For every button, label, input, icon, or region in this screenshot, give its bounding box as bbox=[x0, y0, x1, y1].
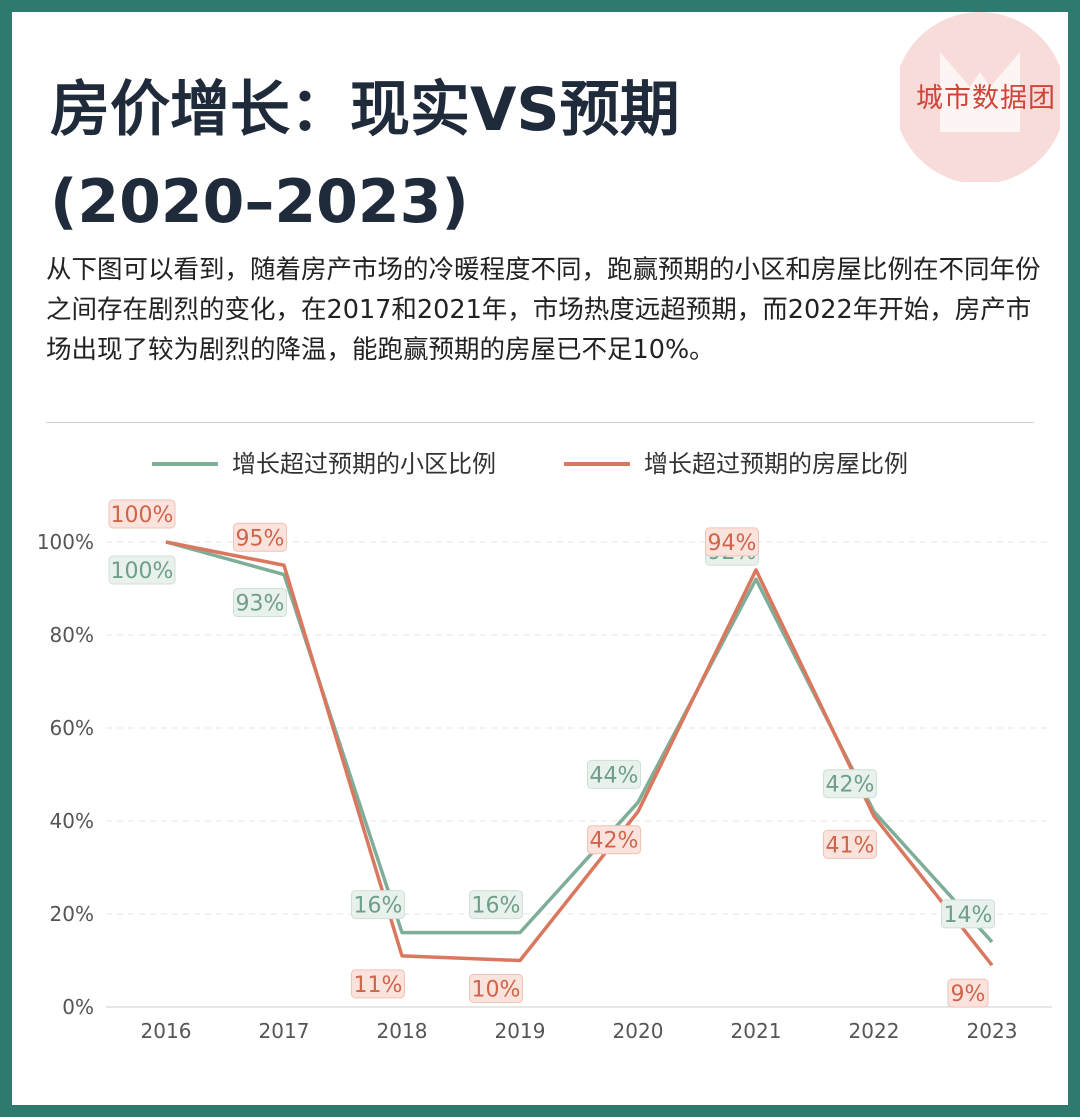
data-label-text: 100% bbox=[111, 559, 174, 584]
x-tick-label: 2023 bbox=[967, 1019, 1018, 1043]
data-label-text: 95% bbox=[236, 526, 285, 551]
y-tick-label: 80% bbox=[50, 623, 94, 647]
data-label-bg bbox=[947, 978, 989, 1008]
data-label: 41% bbox=[823, 829, 877, 859]
data-label-text: 42% bbox=[590, 829, 639, 854]
line-chart: 增长超过预期的小区比例 增长超过预期的房屋比例 0% 20% 40% 60% 80% 100… bbox=[37, 450, 1052, 1043]
data-label: 14% bbox=[941, 899, 995, 929]
x-tick-label: 2016 bbox=[141, 1019, 192, 1043]
data-label-text: 10% bbox=[472, 978, 521, 1003]
title-line-1: 房价增长：现实VS预期 bbox=[50, 75, 680, 145]
data-label-bg bbox=[351, 969, 405, 999]
title-line-2: (2020–2023) bbox=[50, 167, 469, 237]
data-label-text: 11% bbox=[354, 973, 403, 998]
data-labels: 100%93%16%16%44%92%42%14%100%95%11%10%42… bbox=[108, 499, 995, 1008]
series-line-1 bbox=[165, 540, 994, 944]
data-label-text: 16% bbox=[472, 894, 521, 919]
page-title: 房价增长：现实VS预期 (2020–2023) bbox=[50, 64, 910, 248]
data-label: 44% bbox=[587, 759, 641, 789]
data-label: 9% bbox=[947, 978, 989, 1008]
data-label-bg bbox=[108, 555, 176, 585]
brand-logo-icon bbox=[900, 12, 1060, 182]
x-tick-label: 2021 bbox=[731, 1019, 782, 1043]
data-label-text: 9% bbox=[951, 982, 986, 1007]
data-label: 10% bbox=[469, 974, 523, 1003]
x-tick-label: 2022 bbox=[849, 1019, 900, 1043]
x-axis: 2016 2017 2018 2019 2020 2021 2022 2023 bbox=[141, 1019, 1018, 1043]
data-label-text: 93% bbox=[236, 592, 285, 617]
data-label-bg bbox=[233, 588, 287, 618]
data-label-text: 42% bbox=[826, 773, 875, 798]
data-label-bg bbox=[469, 890, 523, 920]
data-label-text: 44% bbox=[590, 763, 639, 788]
data-label-bg bbox=[587, 825, 641, 855]
data-label-bg bbox=[587, 759, 641, 789]
legend-label: 增长超过预期的房屋比例 bbox=[644, 450, 908, 478]
x-tick-label: 2017 bbox=[259, 1019, 310, 1043]
y-axis: 0% 20% 40% 60% 80% 100% bbox=[37, 530, 94, 1019]
series-line-2 bbox=[165, 540, 994, 967]
data-label-bg bbox=[108, 499, 176, 529]
data-label: 100% bbox=[108, 499, 176, 529]
data-label-bg bbox=[351, 890, 405, 920]
y-tick-label: 0% bbox=[62, 995, 94, 1019]
y-tick-label: 60% bbox=[50, 716, 94, 740]
y-tick-label: 20% bbox=[50, 902, 94, 926]
y-tick-label: 100% bbox=[37, 530, 94, 554]
legend: 增长超过预期的小区比例 增长超过预期的房屋比例 bbox=[152, 450, 908, 478]
legend-label: 增长超过预期的小区比例 bbox=[232, 450, 496, 478]
x-tick-label: 2020 bbox=[613, 1019, 664, 1043]
data-label: 16% bbox=[469, 890, 523, 920]
data-label-text: 94% bbox=[708, 531, 757, 556]
x-tick-label: 2018 bbox=[377, 1019, 428, 1043]
data-label: 16% bbox=[351, 890, 405, 920]
divider bbox=[46, 422, 1034, 423]
data-label-bg bbox=[823, 829, 877, 859]
y-tick-label: 40% bbox=[50, 809, 94, 833]
card: 城市数据团 房价增长：现实VS预期 (2020–2023) 从下图可以看到，随着… bbox=[12, 12, 1068, 1105]
data-label-bg bbox=[705, 527, 759, 557]
data-label: 100% bbox=[108, 555, 176, 585]
data-label-text: 41% bbox=[826, 833, 875, 858]
data-label: 94% bbox=[705, 527, 759, 557]
data-label-bg bbox=[823, 769, 877, 799]
data-label-text: 100% bbox=[111, 503, 174, 528]
description: 从下图可以看到，随着房产市场的冷暖程度不同，跑赢预期的小区和房屋比例在不同年份之… bbox=[46, 255, 1041, 365]
data-label: 95% bbox=[233, 522, 287, 552]
data-label-text: 16% bbox=[354, 894, 403, 919]
data-label-bg bbox=[469, 974, 523, 1003]
data-label: 11% bbox=[351, 969, 405, 999]
brand-name: 城市数据团 bbox=[916, 83, 1056, 114]
data-label: 93% bbox=[233, 588, 287, 618]
x-tick-label: 2019 bbox=[495, 1019, 546, 1043]
data-label-bg bbox=[941, 899, 995, 929]
data-label: 42% bbox=[823, 769, 877, 799]
series-lines bbox=[165, 540, 994, 967]
data-label-bg bbox=[233, 522, 287, 552]
data-label-text: 14% bbox=[944, 903, 993, 928]
data-label: 42% bbox=[587, 825, 641, 855]
